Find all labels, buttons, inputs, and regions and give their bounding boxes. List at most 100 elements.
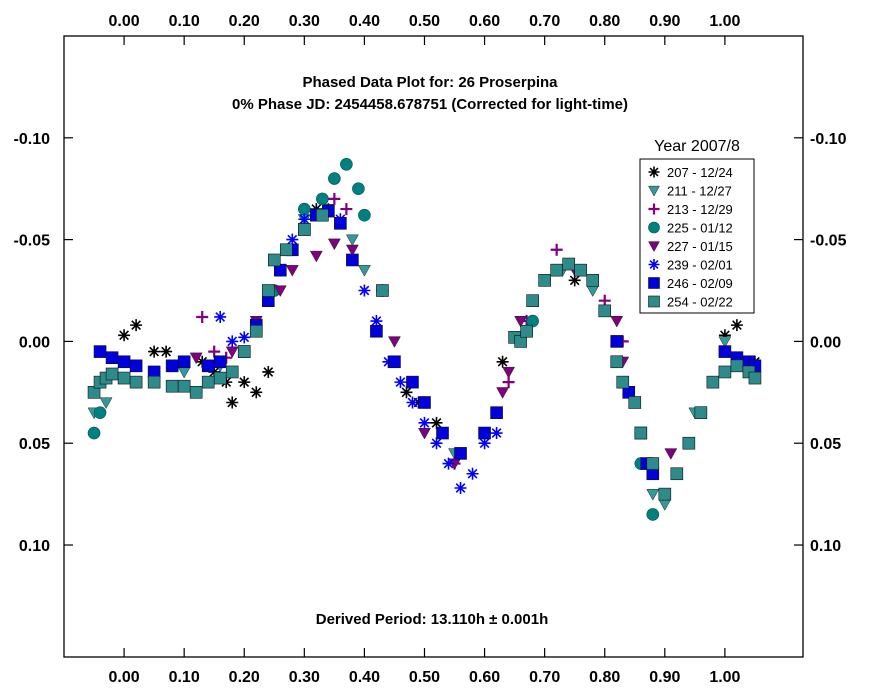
legend-item: 254 - 02/22 xyxy=(648,295,733,310)
data-point xyxy=(87,426,101,440)
data-point xyxy=(574,263,587,277)
data-point xyxy=(250,386,263,399)
x-tick-label-bottom: 0.60 xyxy=(469,669,500,686)
data-point xyxy=(406,396,419,409)
data-point xyxy=(148,345,161,358)
y-tick-label-left: -0.05 xyxy=(14,233,51,250)
y-tick-label-left: 0.05 xyxy=(19,436,50,453)
x-tick-label-top: 0.70 xyxy=(529,13,560,30)
legend: 207 - 12/24 211 - 12/27 213 - 12/29 225 - 0… xyxy=(648,165,733,310)
plot-frame xyxy=(63,35,804,658)
data-point xyxy=(177,355,191,369)
data-point xyxy=(285,265,299,277)
data-point xyxy=(586,274,600,287)
data-point xyxy=(225,365,239,379)
series-points xyxy=(87,208,762,501)
x-tick-label-bottom: 1.00 xyxy=(709,669,740,686)
legend-item: 211 - 12/27 xyxy=(648,184,732,199)
x-tick-label-top: 0.20 xyxy=(229,13,260,30)
data-point xyxy=(670,467,684,481)
data-point xyxy=(358,208,371,222)
data-point xyxy=(261,284,275,297)
data-point xyxy=(237,345,251,358)
legend-label: 211 - 12/27 xyxy=(667,184,732,199)
x-tick-label-bottom: 0.90 xyxy=(649,669,680,686)
x-axis-top: 0.00 0.10 0.20 0.30 0.40 0.50 0.60 0.70 0.80 0.90… xyxy=(109,13,741,45)
data-point xyxy=(177,379,191,393)
data-point xyxy=(160,345,173,358)
data-point xyxy=(388,336,401,348)
x-tick-label-top: 0.00 xyxy=(109,13,140,30)
data-point xyxy=(436,426,449,440)
data-points xyxy=(87,157,762,521)
data-point xyxy=(394,376,407,389)
data-point xyxy=(262,365,275,378)
data-point xyxy=(334,217,347,230)
chart-title: Phased Data Plot for: 26 Proserpina xyxy=(302,74,558,91)
data-point xyxy=(105,367,119,381)
data-point xyxy=(370,324,383,338)
legend-item: 213 - 12/29 xyxy=(648,202,733,217)
legend-item: 225 - 01/12 xyxy=(648,221,733,236)
y-axis-left: -0.10 -0.05 0.00 0.05 0.10 xyxy=(14,131,73,555)
data-point xyxy=(309,250,323,263)
data-point xyxy=(370,315,383,328)
y-tick-label-left: 0.10 xyxy=(19,538,50,555)
x-tick-label-bottom: 0.50 xyxy=(409,669,440,686)
legend-label: 213 - 12/29 xyxy=(667,202,733,217)
legend-item: 239 - 02/01 xyxy=(648,258,733,273)
data-point xyxy=(328,192,341,205)
data-point xyxy=(226,335,239,348)
legend-marker xyxy=(648,259,660,270)
data-point xyxy=(628,396,642,409)
legend-label: 227 - 01/15 xyxy=(667,239,733,254)
chart-subtitle: 0% Phase JD: 2454458.678751 (Corrected f… xyxy=(232,96,628,113)
data-point xyxy=(316,208,329,222)
data-point xyxy=(189,386,203,399)
data-point xyxy=(345,234,359,247)
data-point xyxy=(273,285,287,298)
data-point xyxy=(358,284,371,297)
data-point xyxy=(357,265,371,277)
x-tick-label-top: 0.60 xyxy=(469,13,500,30)
x-tick-label-top: 0.80 xyxy=(589,13,620,30)
x-tick-label-top: 1.00 xyxy=(709,13,740,30)
x-tick-label-bottom: 0.30 xyxy=(289,669,320,686)
data-point xyxy=(646,489,660,501)
data-point xyxy=(280,243,293,257)
data-point xyxy=(478,437,491,450)
legend-label: 239 - 02/01 xyxy=(667,258,733,273)
legend-item: 227 - 01/15 xyxy=(648,239,733,254)
data-point xyxy=(93,406,107,419)
data-point xyxy=(496,387,510,399)
data-point xyxy=(129,359,143,373)
data-point xyxy=(550,243,563,256)
legend-marker xyxy=(648,295,660,308)
y-tick-label-right: -0.05 xyxy=(810,233,847,250)
data-point xyxy=(658,487,672,501)
data-point xyxy=(496,355,509,368)
data-point xyxy=(196,310,209,323)
legend-label: 207 - 12/24 xyxy=(667,165,733,180)
data-point xyxy=(646,508,660,521)
data-point xyxy=(610,315,624,328)
data-point xyxy=(718,336,732,348)
legend-marker xyxy=(648,221,660,234)
data-point xyxy=(99,397,113,410)
data-point xyxy=(238,376,251,389)
data-point xyxy=(267,253,281,267)
legend-marker xyxy=(648,241,660,253)
data-point xyxy=(718,329,731,342)
data-point xyxy=(238,331,251,344)
data-point xyxy=(93,345,107,358)
data-point xyxy=(388,355,401,369)
data-point xyxy=(502,366,516,379)
data-point xyxy=(490,427,503,440)
x-tick-label-bottom: 0.10 xyxy=(169,669,200,686)
legend-label: 246 - 02/09 xyxy=(667,276,733,291)
data-point xyxy=(316,192,329,206)
data-point xyxy=(189,352,203,365)
data-point xyxy=(514,315,528,328)
x-tick-label-bottom: 0.40 xyxy=(349,669,380,686)
